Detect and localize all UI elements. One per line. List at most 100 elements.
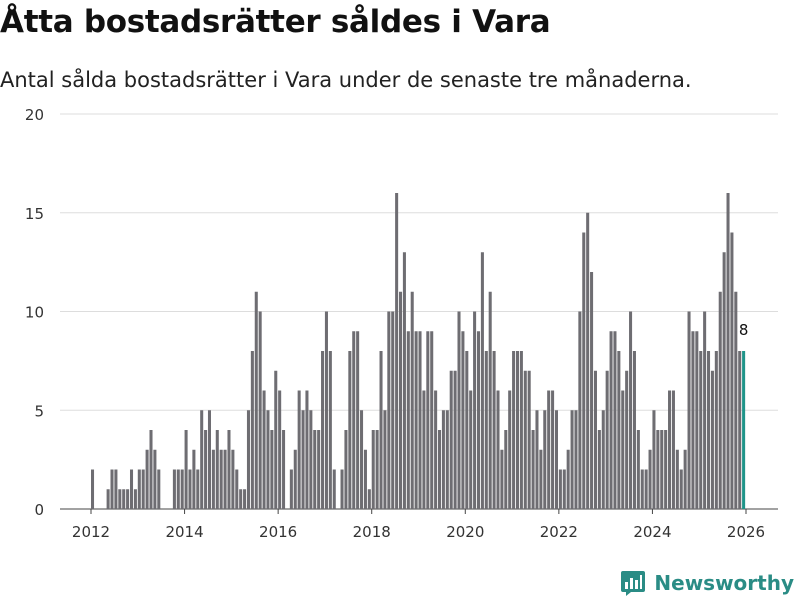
bar [243,489,247,509]
bar [356,331,360,509]
bar [434,390,438,509]
bar [137,469,141,509]
x-tick-label: 2020 [446,523,484,541]
bar [566,449,570,509]
bar [496,390,500,509]
bar [562,469,566,509]
bar [718,291,722,509]
bar [699,351,703,509]
bar [625,370,629,509]
bar [227,430,231,509]
bar [644,469,648,509]
bar [648,449,652,509]
x-tick-label: 2024 [633,523,671,541]
bar [313,430,317,509]
bar [738,351,742,509]
bar [371,430,375,509]
bar [679,469,683,509]
bar [714,351,718,509]
bar [461,331,465,509]
bar [391,311,395,509]
bar [683,449,687,509]
bar [582,232,586,509]
bar [426,331,430,509]
x-tick-label: 2026 [727,523,765,541]
bar [301,410,305,509]
bar [414,331,418,509]
x-tick-label: 2016 [259,523,297,541]
bar [519,351,523,509]
bar [488,291,492,509]
bar [558,469,562,509]
bar [270,430,274,509]
brand-footer: Newsworthy [620,570,794,596]
bar [539,449,543,509]
y-tick-label: 15 [25,205,44,223]
x-tick-label: 2012 [72,523,110,541]
bar [297,390,301,509]
bar [180,469,184,509]
brand-name: Newsworthy [654,571,794,595]
bar [422,390,426,509]
bar [278,390,282,509]
bar [484,351,488,509]
bar [480,252,484,509]
chart-subtitle: Antal sålda bostadsrätter i Vara under d… [0,68,692,92]
x-tick-label: 2018 [353,523,391,541]
bar [399,291,403,509]
bar [141,469,145,509]
bar [609,331,613,509]
bar [375,430,379,509]
bar [246,410,250,509]
bar [664,430,668,509]
bar [293,449,297,509]
bar [469,390,473,509]
bar [348,351,352,509]
bar [640,469,644,509]
bar [274,370,278,509]
bar [722,252,726,509]
bar [574,410,578,509]
y-tick-label: 10 [25,304,44,322]
bar [122,489,126,509]
bar [324,311,328,509]
bar [282,430,286,509]
bar [441,410,445,509]
bar [184,430,188,509]
bar [543,410,547,509]
bar [586,212,590,509]
bar [91,469,95,509]
bar [129,469,134,509]
bar [262,390,266,509]
bar [332,469,336,509]
bar [617,351,621,509]
bar [671,390,675,509]
bar [601,410,605,509]
bar [340,469,344,509]
bar [223,449,227,509]
bar [570,410,574,509]
bar [114,469,118,509]
bar [239,489,243,509]
bar [402,252,406,509]
bar [106,489,110,509]
bar [527,370,531,509]
bar [636,430,640,509]
bar [660,430,664,509]
bar [551,390,555,509]
bar-latest [742,351,746,509]
bar [215,430,219,509]
bar [321,351,325,509]
bar [157,469,161,509]
bar [554,410,558,509]
y-tick-label: 20 [25,106,44,124]
x-tick-label: 2022 [540,523,578,541]
bar [383,410,387,509]
bar [668,390,672,509]
bar [219,449,223,509]
bar [266,410,270,509]
bar [118,489,122,509]
bar [231,449,235,509]
bar [710,370,714,509]
newsworthy-logo-icon [621,571,646,596]
